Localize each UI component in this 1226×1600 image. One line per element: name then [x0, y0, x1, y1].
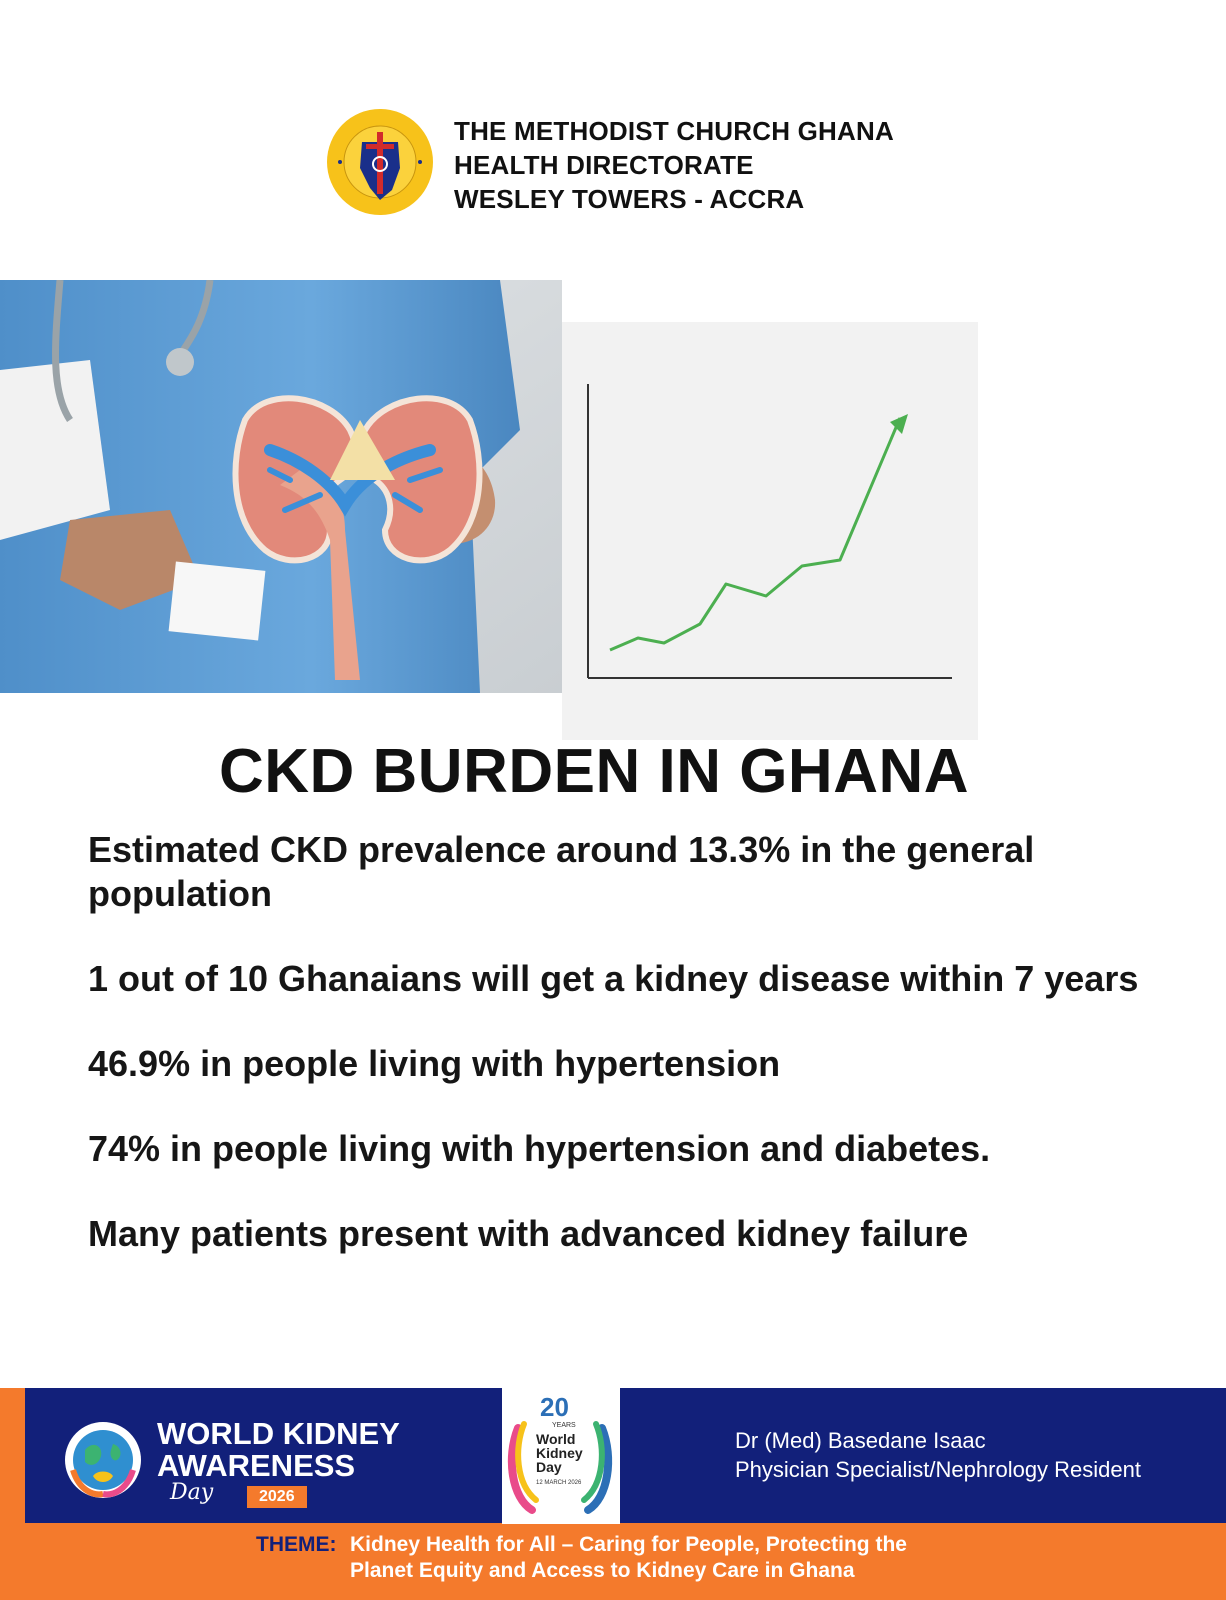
kidney-illustration-icon [232, 395, 483, 680]
facts-list: Estimated CKD prevalence around 13.3% in… [88, 828, 1198, 1297]
org-location: WESLEY TOWERS - ACCRA [454, 184, 805, 214]
wkad-day-script: Day [170, 1480, 214, 1505]
fact-hypertension: 46.9% in people living with hypertension [88, 1043, 781, 1084]
wkd-name: World Kidney Day [536, 1432, 583, 1474]
wkd-name-line1: World [536, 1431, 576, 1447]
organization-block: THE METHODIST CHURCH GHANA HEALTH DIRECT… [454, 114, 894, 216]
wkd-name-line2: Kidney [536, 1445, 583, 1461]
wkad-title: WORLD KIDNEY AWARENESS [157, 1418, 400, 1482]
doctor-name: Dr (Med) Basedane Isaac [735, 1428, 986, 1453]
fact-advanced-failure: Many patients present with advanced kidn… [88, 1213, 969, 1254]
fact-prevalence: Estimated CKD prevalence around 13.3% in… [88, 829, 1035, 914]
wkd-anniversary-number: 20 [540, 1392, 569, 1422]
fact-hypertension-diabetes: 74% in people living with hypertension a… [88, 1128, 991, 1169]
trend-line [609, 417, 902, 652]
theme-line2: Planet Equity and Access to Kidney Care … [350, 1559, 855, 1582]
doctor-credit: Dr (Med) Basedane Isaac Physician Specia… [735, 1426, 1141, 1484]
org-department: HEALTH DIRECTORATE [454, 150, 754, 180]
theme-label: THEME: [256, 1533, 337, 1556]
theme-text: Kidney Health for All – Caring for Peopl… [350, 1532, 1050, 1584]
wkd-date: 12 MARCH 2026 [536, 1480, 582, 1486]
org-name: THE METHODIST CHURCH GHANA [454, 116, 894, 146]
globe-kidney-icon [63, 1420, 143, 1500]
page-title: CKD BURDEN IN GHANA [218, 737, 970, 806]
wkad-line2: AWARENESS [157, 1448, 356, 1483]
methodist-logo-icon [327, 109, 433, 215]
wkad-line1: WORLD KIDNEY [157, 1416, 400, 1451]
wkd-name-line3: Day [536, 1459, 562, 1475]
world-kidney-day-logo: 20 YEARS World Kidney Day 12 MARCH 2026 [502, 1388, 620, 1524]
wkad-year-badge: 2026 [247, 1486, 307, 1508]
doctor-kidney-photo [0, 280, 562, 693]
footer-blue-band: WORLD KIDNEY AWARENESS Day 2026 Dr (Med)… [25, 1388, 1226, 1523]
trend-chart-graphic [562, 322, 978, 740]
footer-banner: WORLD KIDNEY AWARENESS Day 2026 Dr (Med)… [0, 1388, 1226, 1600]
fact-incidence: 1 out of 10 Ghanaians will get a kidney … [88, 958, 1139, 999]
trend-arrow-icon [890, 414, 908, 434]
theme-line1: Kidney Health for All – Caring for Peopl… [350, 1533, 907, 1556]
wkd-years-label: YEARS [552, 1422, 576, 1429]
doctor-title: Physician Specialist/Nephrology Resident [735, 1457, 1141, 1482]
church-logo [326, 108, 434, 216]
